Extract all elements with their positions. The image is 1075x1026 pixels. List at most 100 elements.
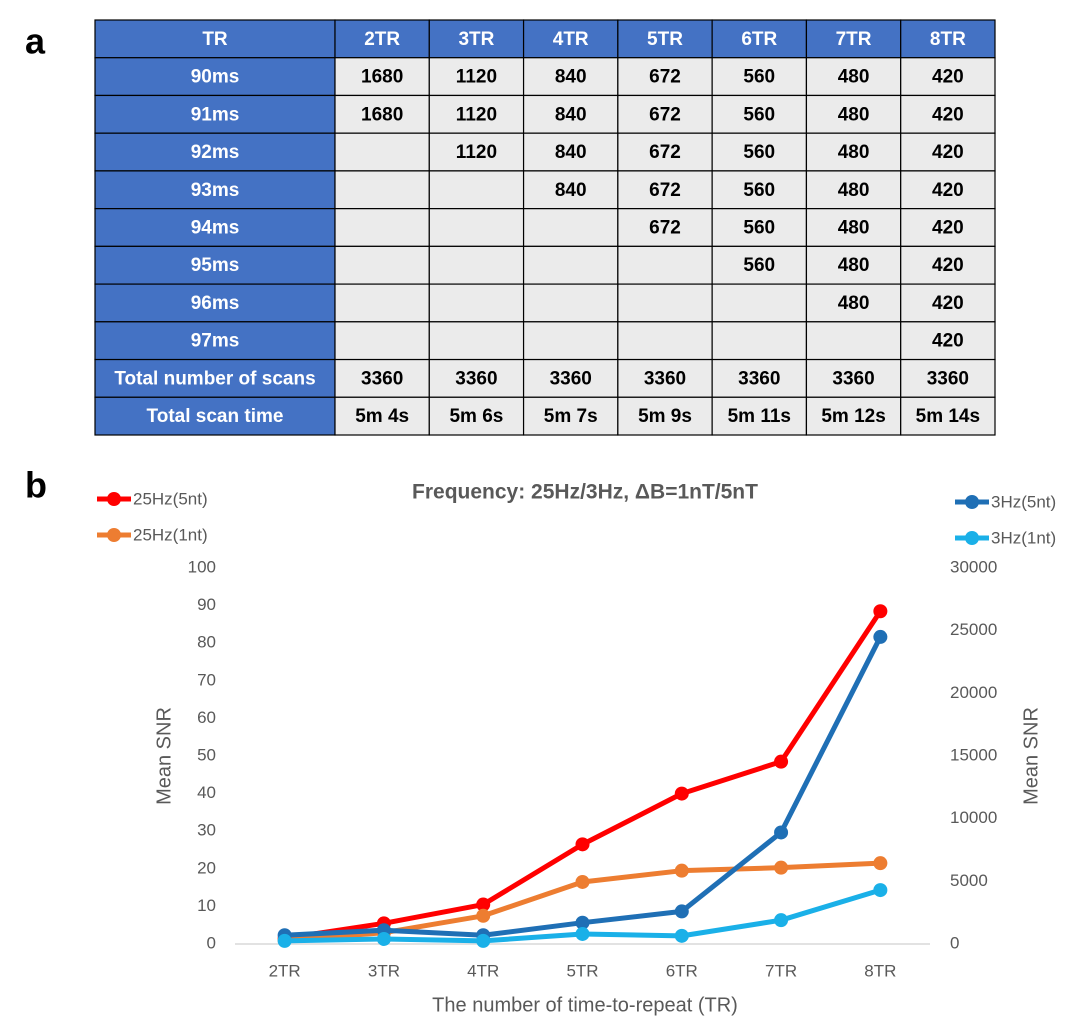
- point: [674, 928, 689, 943]
- point: [674, 863, 689, 878]
- table-cell: [94, 94, 336, 134]
- cell-text: 480: [838, 67, 870, 88]
- legend-label: 25Hz(1nt): [133, 525, 208, 544]
- table-cell: [900, 321, 996, 361]
- cell-text: 840: [555, 67, 587, 88]
- cell-text: 672: [649, 104, 681, 125]
- point: [575, 874, 590, 889]
- header-cell-text: 7TR: [836, 29, 872, 50]
- point: [575, 915, 590, 930]
- cell-text: 3360: [550, 368, 592, 389]
- point: [774, 754, 789, 769]
- table-cell: [428, 94, 525, 134]
- table-cell: [334, 358, 430, 398]
- table-cell: [522, 57, 619, 97]
- table-cell: [805, 321, 902, 361]
- table-cell: [94, 321, 336, 361]
- table-cell: [522, 208, 619, 247]
- cell-text: 5m 12s: [821, 406, 885, 427]
- cell-text: 5m 9s: [638, 406, 692, 427]
- table-cell: [428, 170, 525, 210]
- panel-label: b: [25, 465, 47, 506]
- cell-text: 560: [743, 142, 775, 163]
- cell-text: 480: [838, 218, 870, 239]
- point: [674, 904, 689, 919]
- cell-text: 1680: [361, 67, 403, 88]
- cell-text: 672: [649, 142, 681, 163]
- table-cell: [522, 321, 619, 361]
- cell-text: 3360: [455, 368, 497, 389]
- cell-text: 3360: [832, 368, 874, 389]
- y-axis-label: Mean SNR: [153, 707, 175, 805]
- cell-text: 480: [838, 104, 870, 125]
- cell-text: 560: [743, 180, 775, 201]
- table-cell: [617, 358, 713, 398]
- x-tick-label: 6TR: [666, 961, 698, 980]
- cell-text: 420: [932, 142, 964, 163]
- cell-text: 420: [932, 180, 964, 201]
- table-cell: [711, 208, 808, 247]
- x-tick-label: 8TR: [864, 961, 896, 980]
- y2-tick-label: 15000: [950, 745, 997, 764]
- table-cell: [522, 132, 619, 172]
- cell-text: 560: [743, 255, 775, 276]
- header-cell-text: 97ms: [191, 331, 240, 352]
- cell-text: 1680: [361, 104, 403, 125]
- cell-text: 480: [838, 255, 870, 276]
- header-cell-text: 8TR: [930, 29, 966, 50]
- header-cell-text: 93ms: [191, 180, 240, 201]
- table-cell: [522, 94, 619, 134]
- cell-text: 1120: [456, 67, 497, 88]
- cell-text: 420: [932, 255, 964, 276]
- table-cell: [522, 358, 619, 398]
- y-tick-label: 20: [197, 858, 216, 877]
- table-cell: [711, 321, 808, 361]
- cell-text: 560: [743, 67, 775, 88]
- point: [873, 629, 888, 644]
- point: [774, 913, 789, 928]
- table-cell: [711, 19, 808, 59]
- cell-text: 5m 6s: [449, 406, 503, 427]
- y2-tick-label: 10000: [950, 808, 997, 827]
- header-cell-text: Total number of scans: [114, 368, 315, 389]
- table-cell: [805, 396, 902, 436]
- table-cell: [900, 358, 996, 398]
- series-line: [284, 609, 883, 941]
- header-cell-text: Total scan time: [147, 406, 284, 427]
- table-cell: [900, 170, 996, 210]
- cell-text: 5m 7s: [544, 406, 598, 427]
- panel-label: a: [25, 21, 46, 62]
- cell-text: 560: [743, 218, 775, 239]
- legend-marker: [965, 495, 979, 509]
- cell-text: 560: [743, 104, 775, 125]
- header-cell-text: 3TR: [458, 29, 494, 50]
- table-cell: [334, 19, 430, 59]
- y2-axis-label: Mean SNR: [1020, 707, 1042, 805]
- table-cell: [428, 245, 525, 285]
- point: [277, 933, 292, 948]
- table-cell: [334, 57, 430, 97]
- table-cell: [94, 132, 336, 172]
- cell-text: 840: [555, 104, 587, 125]
- table-cell: [334, 208, 430, 247]
- x-tick-label: 3TR: [368, 961, 400, 980]
- cell-text: 840: [555, 142, 587, 163]
- x-axis-label: The number of time-to-repeat (TR): [432, 994, 738, 1016]
- table-cell: [617, 283, 713, 323]
- cell-text: 3360: [361, 368, 403, 389]
- header-cell-text: TR: [202, 29, 228, 50]
- cell-text: 672: [649, 67, 681, 88]
- legend-label: 3Hz(1nt): [991, 528, 1056, 547]
- x-tick-label: 2TR: [269, 961, 301, 980]
- y2-tick-label: 30000: [950, 557, 997, 576]
- table-cell: [617, 245, 713, 285]
- table-cell: [900, 57, 996, 97]
- table-cell: [617, 94, 713, 134]
- table-cell: [900, 208, 996, 247]
- point: [575, 926, 590, 941]
- table-cell: [711, 94, 808, 134]
- header-cell-text: 5TR: [647, 29, 683, 50]
- y2-tick-label: 0: [950, 933, 959, 952]
- y-tick-label: 70: [197, 670, 216, 689]
- cell-text: 420: [932, 293, 964, 314]
